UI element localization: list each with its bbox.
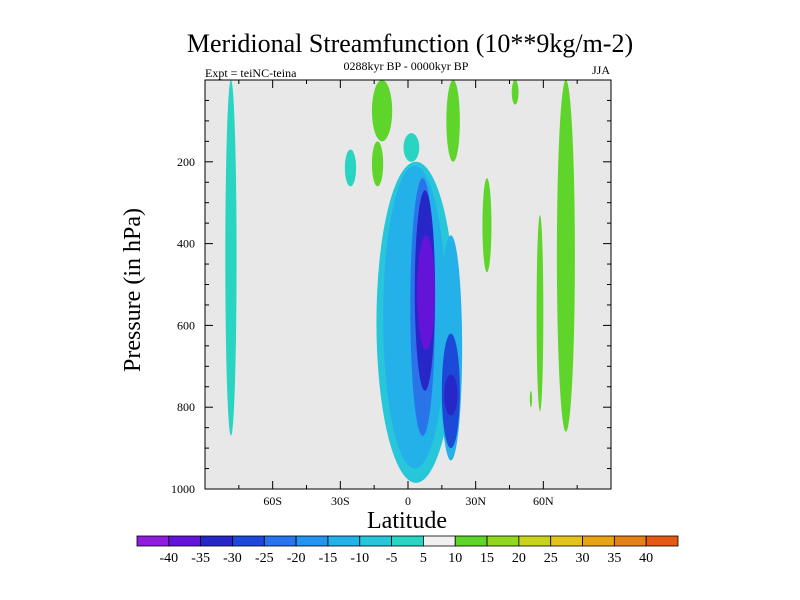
colorbar: -40 -35 -30 -25 -20 -15 -10 -5 5 10 15 20 25 30 35 40 bbox=[136, 535, 679, 566]
colorbar-label: 40 bbox=[639, 551, 653, 566]
colorbar-label: 10 bbox=[448, 551, 462, 566]
colorbar-label: 20 bbox=[512, 551, 526, 566]
colorbar-label: -25 bbox=[255, 551, 274, 566]
colorbar-swatch bbox=[327, 535, 361, 547]
x-tick-label: 60N bbox=[533, 494, 554, 508]
colorbar-label: 25 bbox=[544, 551, 558, 566]
chart-title: Meridional Streamfunction (10**9kg/m-2) bbox=[187, 29, 633, 58]
contour-nh-column-c bbox=[482, 178, 492, 273]
colorbar-swatch bbox=[613, 535, 647, 547]
colorbar-label: -10 bbox=[350, 551, 369, 566]
y-tick-label: 800 bbox=[177, 400, 195, 414]
x-tick-label: 30S bbox=[331, 494, 350, 508]
contour-north-lobe-core bbox=[444, 374, 458, 416]
contour-nh-column-b bbox=[446, 80, 460, 162]
colorbar-swatch bbox=[645, 535, 679, 547]
contour-tropical-core bbox=[417, 235, 436, 350]
colorbar-swatch bbox=[168, 535, 202, 547]
x-axis-label: Latitude bbox=[367, 508, 447, 534]
colorbar-swatch bbox=[295, 535, 329, 547]
colorbar-swatch bbox=[423, 535, 456, 547]
colorbar-label: -30 bbox=[223, 551, 242, 566]
colorbar-label: -5 bbox=[386, 551, 398, 566]
contour-south-patch bbox=[344, 149, 357, 187]
contour-nh-speck bbox=[529, 390, 533, 408]
colorbar-label: -20 bbox=[287, 551, 306, 566]
chart-subtitle: 0288kyr BP - 0000kyr BP bbox=[344, 59, 469, 73]
experiment-label: Expt = teiNC-teina bbox=[205, 66, 297, 80]
colorbar-swatch bbox=[582, 535, 615, 547]
contour-nh-column-a bbox=[371, 80, 393, 142]
contour-nh-column-d bbox=[511, 80, 519, 105]
y-tick-label: 200 bbox=[177, 155, 195, 169]
colorbar-label: -40 bbox=[159, 551, 178, 566]
y-tick-label: 600 bbox=[177, 318, 195, 332]
colorbar-label: 30 bbox=[576, 551, 590, 566]
contour-nh-column-e bbox=[536, 214, 544, 412]
colorbar-swatch bbox=[359, 535, 392, 547]
y-tick-label: 1000 bbox=[171, 482, 195, 496]
colorbar-label: 35 bbox=[607, 551, 621, 566]
contour-field bbox=[225, 80, 575, 483]
x-tick-label: 30N bbox=[465, 494, 486, 508]
colorbar-swatch bbox=[486, 535, 520, 547]
season-label: JJA bbox=[592, 63, 610, 77]
colorbar-label: 15 bbox=[480, 551, 494, 566]
colorbar-swatch bbox=[518, 535, 552, 547]
contour-nh-column-a-lower bbox=[371, 141, 384, 187]
colorbar-label: 5 bbox=[420, 551, 427, 566]
colorbar-swatch bbox=[550, 535, 583, 547]
colorbar-swatch bbox=[454, 535, 488, 547]
colorbar-swatch bbox=[200, 535, 233, 547]
y-tick-label: 400 bbox=[177, 237, 195, 251]
colorbar-swatch bbox=[136, 535, 170, 547]
colorbar-label: -15 bbox=[319, 551, 338, 566]
colorbar-swatch bbox=[263, 535, 297, 547]
x-tick-label: 60S bbox=[263, 494, 282, 508]
colorbar-label: -35 bbox=[191, 551, 210, 566]
x-tick-label: 0 bbox=[405, 494, 411, 508]
colorbar-swatch bbox=[232, 535, 265, 547]
contour-nh-column-f bbox=[556, 80, 575, 432]
plot-area bbox=[205, 80, 611, 489]
contour-upper-patch bbox=[403, 133, 420, 162]
axes: 60S 30S 0 30N 60N 200 400 600 800 1000 bbox=[171, 79, 612, 508]
y-axis-label: Pressure (in hPa) bbox=[120, 208, 146, 372]
colorbar-swatch bbox=[391, 535, 424, 547]
contour-south-column bbox=[225, 80, 237, 436]
